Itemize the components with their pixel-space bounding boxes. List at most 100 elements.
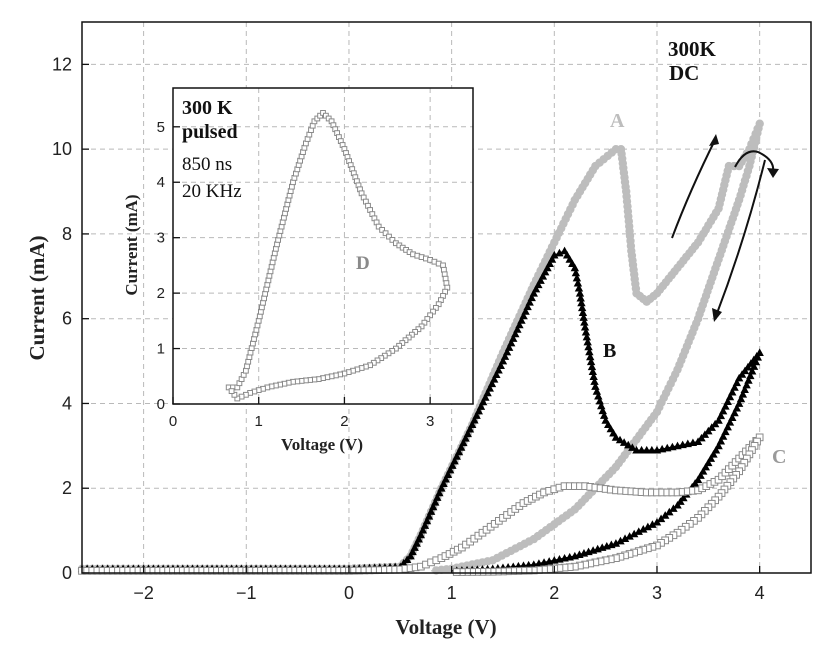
series-b-point xyxy=(428,502,438,511)
series-b-point xyxy=(525,298,534,306)
x-axis-title: Voltage (V) xyxy=(395,615,496,639)
series-b-point xyxy=(716,411,726,420)
series-b-point xyxy=(616,536,625,545)
main-series xyxy=(77,119,764,576)
inset-x-tick-label: 3 xyxy=(426,413,434,430)
series-b-point xyxy=(478,397,488,406)
series-b-point xyxy=(656,514,666,523)
inset-plot-frame xyxy=(172,87,474,405)
series-b-point xyxy=(615,435,625,444)
series-b-point xyxy=(661,511,670,519)
series-b-point xyxy=(572,273,582,282)
series-b-point xyxy=(450,456,459,465)
series-b-point xyxy=(414,534,423,543)
series-b-point xyxy=(634,527,643,535)
series-b-point xyxy=(452,452,461,460)
x-tick-label: −1 xyxy=(236,583,257,603)
series-b-point xyxy=(588,546,598,554)
series-b-point xyxy=(536,276,545,284)
series-label-d: D xyxy=(356,253,370,274)
series-b-point xyxy=(721,402,730,410)
series-b-point xyxy=(597,401,606,410)
inset-y-tick-label: 1 xyxy=(157,341,165,358)
series-b-point xyxy=(652,517,662,526)
series-b-point xyxy=(578,308,588,316)
series-b-point xyxy=(586,357,596,366)
series-b-point xyxy=(560,553,569,562)
series-b-point xyxy=(624,440,633,449)
series-b-point xyxy=(580,322,590,331)
series-b-point xyxy=(437,484,446,492)
series-b-point xyxy=(435,488,444,497)
series-b-point xyxy=(577,298,586,307)
series-b-point xyxy=(598,543,607,551)
series-b-point xyxy=(472,411,481,419)
series-b-point xyxy=(521,307,530,315)
series-b-point xyxy=(489,375,499,383)
inset-series-d-point xyxy=(382,230,389,237)
y-tick-label: 12 xyxy=(52,54,72,74)
series-b-point xyxy=(509,334,518,342)
series-b-point xyxy=(531,284,541,293)
inset-x-tick-label: 1 xyxy=(255,413,263,430)
series-b-point xyxy=(580,318,589,326)
series-b-point xyxy=(412,539,421,547)
inset-annotation-pulsed: pulsed xyxy=(182,121,238,143)
series-b-point xyxy=(406,551,415,560)
inset-y-tick-label: 2 xyxy=(157,285,165,302)
series-b-point xyxy=(470,415,479,424)
series-b-point xyxy=(465,424,475,433)
series-b-point xyxy=(579,549,589,557)
series-b-point xyxy=(718,406,728,415)
series-b-point xyxy=(410,543,419,551)
series-b-point xyxy=(461,434,470,442)
series-b-point xyxy=(459,438,468,447)
series-b-point xyxy=(579,313,588,321)
series-b-point xyxy=(540,267,550,276)
series-b-point xyxy=(431,498,440,506)
series-b-point xyxy=(550,556,559,564)
series-b-point xyxy=(620,534,630,542)
series-b-point xyxy=(519,311,528,320)
series-c-point xyxy=(452,568,461,576)
series-b-point xyxy=(584,547,593,556)
annotation-dc: DC xyxy=(669,61,699,85)
arrow-loop-icon xyxy=(734,150,775,173)
series-b-point xyxy=(582,332,592,341)
series-b-point xyxy=(467,420,477,429)
inset-y-tick-label: 0 xyxy=(157,396,165,413)
inset-series xyxy=(225,110,451,402)
series-b-point xyxy=(511,329,520,338)
arrow-up-icon xyxy=(671,137,717,239)
y-tick-label: 10 xyxy=(52,139,72,159)
series-b-point xyxy=(443,470,453,478)
series-b-point xyxy=(485,384,494,392)
series-b-point xyxy=(424,512,434,520)
inset-series-d-point xyxy=(389,237,396,243)
series-label-b: B xyxy=(603,340,616,362)
series-b-point xyxy=(527,293,536,302)
y-tick-label: 4 xyxy=(62,393,72,413)
series-b-point xyxy=(728,387,737,396)
y-tick-label: 0 xyxy=(62,563,72,583)
series-b-point xyxy=(500,352,510,360)
series-b-point xyxy=(643,522,653,531)
series-b-point xyxy=(439,479,448,488)
series-b-point xyxy=(529,289,538,297)
inset-x-tick-label: 2 xyxy=(340,413,348,430)
arrow-down-head-icon xyxy=(712,308,722,322)
inset-background xyxy=(173,88,473,404)
series-b-point xyxy=(575,550,584,558)
series-b-point xyxy=(648,520,657,528)
inset-chart: 0 1 2 3 0 1 2 3 4 5 Voltage (V) Current (mA) 300 … xyxy=(122,87,474,454)
series-b-point xyxy=(577,303,587,312)
series-b-point xyxy=(538,272,548,280)
series-b-point xyxy=(524,560,533,569)
series-b-point xyxy=(589,372,598,380)
series-b-point xyxy=(725,392,735,401)
series-b-point xyxy=(547,255,557,263)
series-b-point xyxy=(448,461,457,469)
inset-series-d-point xyxy=(251,336,257,342)
series-c-line xyxy=(82,436,761,573)
series-b-point xyxy=(539,558,549,566)
